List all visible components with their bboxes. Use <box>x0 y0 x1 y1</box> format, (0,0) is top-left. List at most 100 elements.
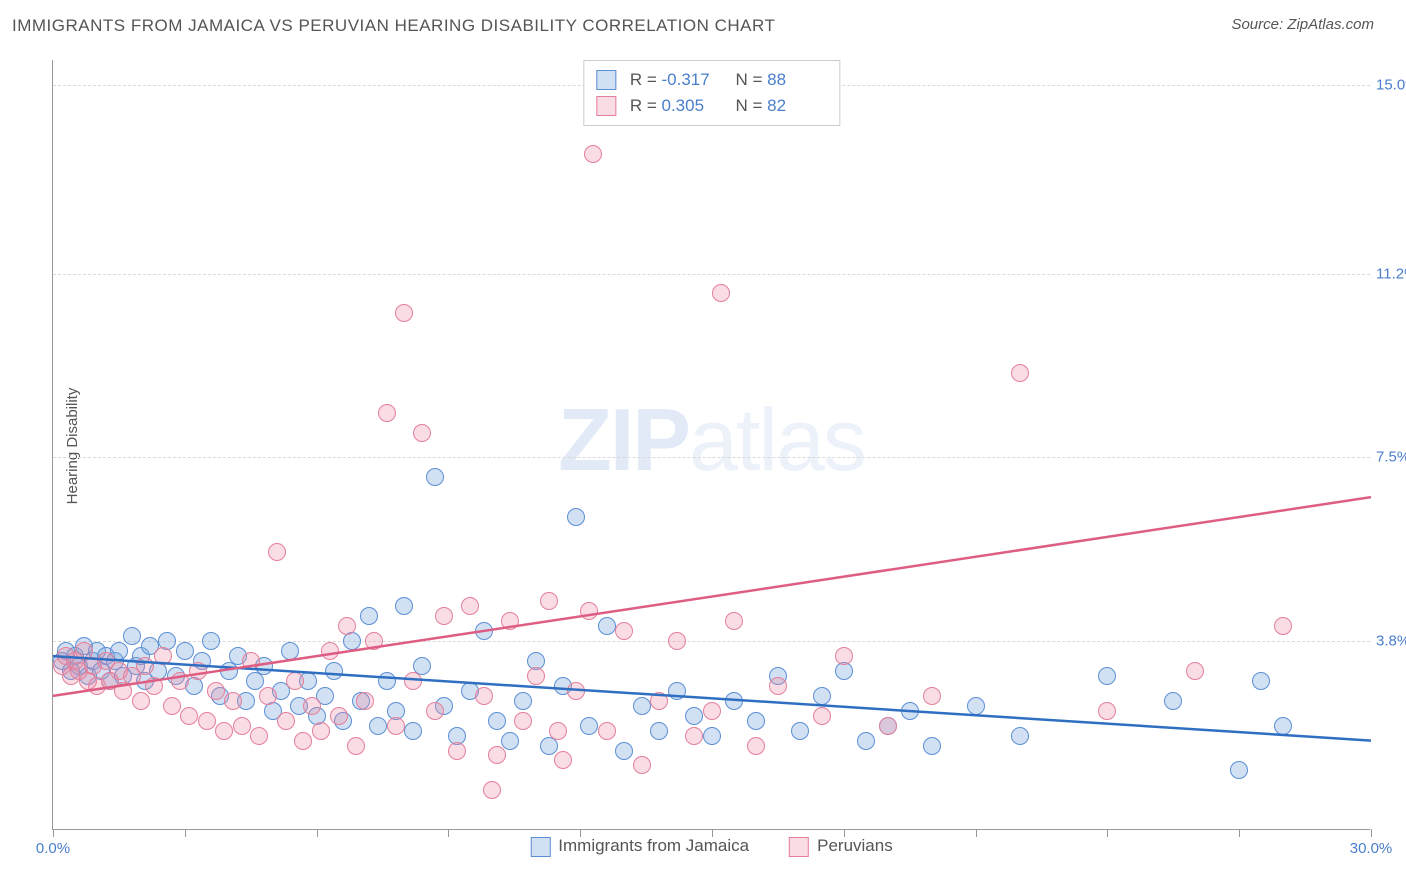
legend-series: Immigrants from Jamaica Peruvians <box>530 836 892 857</box>
data-point <box>1011 727 1029 745</box>
data-point <box>207 682 225 700</box>
data-point <box>347 737 365 755</box>
data-point <box>404 672 422 690</box>
data-point <box>633 756 651 774</box>
source-credit: Source: ZipAtlas.com <box>1231 16 1374 33</box>
data-point <box>242 652 260 670</box>
data-point <box>725 612 743 630</box>
data-point <box>685 727 703 745</box>
data-point <box>281 642 299 660</box>
data-point <box>123 627 141 645</box>
data-point <box>475 687 493 705</box>
data-point <box>747 712 765 730</box>
data-point <box>413 424 431 442</box>
x-tick <box>448 829 449 837</box>
data-point <box>435 607 453 625</box>
data-point <box>488 712 506 730</box>
data-point <box>145 677 163 695</box>
x-tick <box>317 829 318 837</box>
data-point <box>540 592 558 610</box>
data-point <box>650 692 668 710</box>
data-point <box>268 543 286 561</box>
y-tick-label: 11.2% <box>1376 265 1406 282</box>
data-point <box>747 737 765 755</box>
data-point <box>615 742 633 760</box>
data-point <box>294 732 312 750</box>
data-point <box>650 722 668 740</box>
plot-area: ZIPatlas 0.0%30.0% R = -0.317 N = 88 R =… <box>52 60 1370 830</box>
data-point <box>259 687 277 705</box>
data-point <box>488 746 506 764</box>
data-point <box>923 737 941 755</box>
data-point <box>426 702 444 720</box>
data-point <box>567 682 585 700</box>
gridline <box>53 641 1370 642</box>
data-point <box>725 692 743 710</box>
data-point <box>483 781 501 799</box>
legend-swatch <box>596 70 616 90</box>
data-point <box>330 707 348 725</box>
data-point <box>1252 672 1270 690</box>
x-tick <box>976 829 977 837</box>
data-point <box>132 692 150 710</box>
data-point <box>668 632 686 650</box>
data-point <box>813 707 831 725</box>
data-point <box>136 657 154 675</box>
data-point <box>857 732 875 750</box>
data-point <box>387 717 405 735</box>
data-point <box>712 284 730 302</box>
data-point <box>514 692 532 710</box>
x-tick-label: 30.0% <box>1350 840 1393 857</box>
data-point <box>312 722 330 740</box>
data-point <box>501 732 519 750</box>
data-point <box>369 717 387 735</box>
data-point <box>1186 662 1204 680</box>
data-point <box>286 672 304 690</box>
data-point <box>1274 617 1292 635</box>
data-point <box>426 468 444 486</box>
watermark: ZIPatlas <box>558 388 865 490</box>
data-point <box>567 508 585 526</box>
data-point <box>154 647 172 665</box>
data-point <box>554 751 572 769</box>
data-point <box>176 642 194 660</box>
y-tick-label: 7.5% <box>1376 449 1406 466</box>
data-point <box>633 697 651 715</box>
x-tick <box>53 829 54 837</box>
data-point <box>923 687 941 705</box>
data-point <box>378 672 396 690</box>
legend-swatch <box>789 837 809 857</box>
data-point <box>321 642 339 660</box>
data-point <box>584 145 602 163</box>
data-point <box>685 707 703 725</box>
legend-row: R = -0.317 N = 88 <box>596 67 827 93</box>
gridline <box>53 457 1370 458</box>
data-point <box>233 717 251 735</box>
chart-title: IMMIGRANTS FROM JAMAICA VS PERUVIAN HEAR… <box>12 16 775 36</box>
data-point <box>325 662 343 680</box>
legend-swatch <box>530 837 550 857</box>
data-point <box>171 672 189 690</box>
data-point <box>1164 692 1182 710</box>
data-point <box>461 597 479 615</box>
data-point <box>338 617 356 635</box>
chart-container: IMMIGRANTS FROM JAMAICA VS PERUVIAN HEAR… <box>0 0 1406 892</box>
gridline <box>53 274 1370 275</box>
data-point <box>580 717 598 735</box>
data-point <box>527 667 545 685</box>
data-point <box>356 692 374 710</box>
y-tick-label: 3.8% <box>1376 633 1406 650</box>
data-point <box>791 722 809 740</box>
data-point <box>277 712 295 730</box>
data-point <box>514 712 532 730</box>
data-point <box>198 712 216 730</box>
data-point <box>879 717 897 735</box>
data-point <box>189 662 207 680</box>
data-point <box>378 404 396 422</box>
data-point <box>404 722 422 740</box>
data-point <box>1011 364 1029 382</box>
data-point <box>1098 667 1116 685</box>
data-point <box>365 632 383 650</box>
data-point <box>549 722 567 740</box>
data-point <box>1230 761 1248 779</box>
